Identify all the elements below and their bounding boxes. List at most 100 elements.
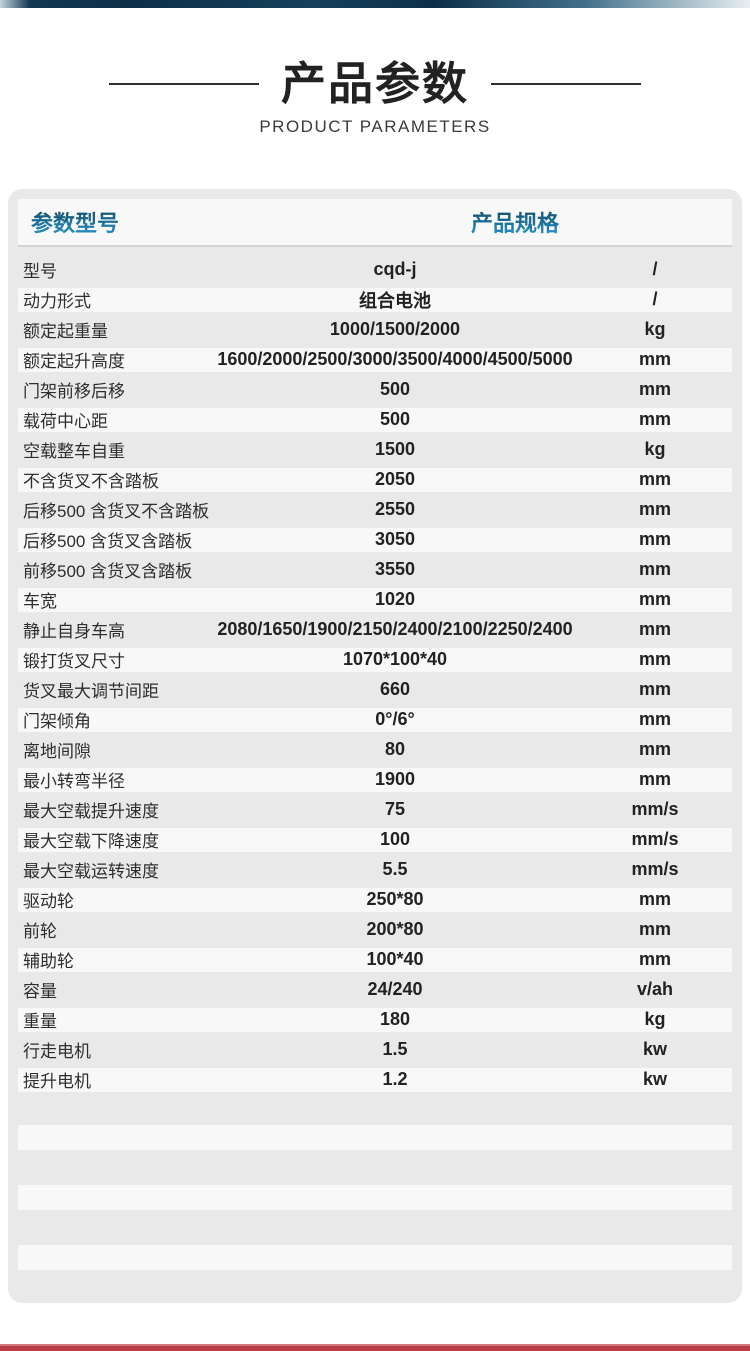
header-product-spec: 产品规格 [385,206,645,238]
parameters-table-body: 型号 cqd-j / 动力形式 组合电池 / 额定起重量 1000/1500/2000 kg 额定… [18,255,732,1095]
param-unit: mm [638,949,671,970]
param-label: 前轮 [23,922,57,942]
table-row: 额定起升高度 1600/2000/2500/3000/3500/4000/4500… [18,345,732,375]
empty-stripe [18,1244,732,1270]
param-label: 不含货叉不含踏板 [23,472,159,492]
bottom-accent-bar [0,1344,750,1351]
param-value: 1.2 [382,1069,408,1090]
param-value: 500 [379,379,411,400]
param-label: 后移500 含货叉含踏板 [23,532,193,552]
param-value: 1.5 [382,1039,408,1060]
param-label: 车宽 [23,592,57,612]
table-row: 型号 cqd-j / [18,255,732,285]
table-row: 离地间隙 80 mm [18,735,732,765]
param-label: 空载整车自重 [23,442,125,462]
title-line-right [491,82,641,85]
table-header: 参数型号 产品规格 [18,198,732,245]
param-unit: mm [638,709,671,730]
title-block: 产品参数 PRODUCT PARAMETERS [0,58,750,137]
param-unit: mm [638,919,671,940]
param-label: 前移500 含货叉含踏板 [23,562,193,582]
empty-stripe [18,1184,732,1210]
table-row: 载荷中心距 500 mm [18,405,732,435]
param-value: 1070*100*40 [342,649,448,670]
param-value: 250*80 [366,889,424,910]
param-value: 100*40 [366,949,424,970]
table-row: 容量 24/240 v/ah [18,975,732,1005]
header-parameter-model: 参数型号 [18,206,119,238]
header-divider [18,244,732,247]
param-label: 提升电机 [23,1072,91,1092]
param-unit: / [652,289,658,310]
param-label: 动力形式 [23,292,91,312]
param-value: 1900 [374,769,416,790]
param-value: 1020 [374,589,416,610]
table-row: 后移500 含货叉不含踏板 2550 mm [18,495,732,525]
title-line-left [108,82,259,85]
table-row: 不含货叉不含踏板 2050 mm [18,465,732,495]
param-unit: kw [642,1069,667,1090]
page-title: 产品参数 [280,58,469,109]
param-value: cqd-j [373,259,417,280]
param-value: 24/240 [367,979,423,1000]
param-unit: mm [638,889,671,910]
param-value: 80 [384,739,406,760]
param-label: 静止自身车高 [23,622,125,642]
param-unit: mm [638,769,671,790]
param-value: 200*80 [366,919,424,940]
param-label: 行走电机 [23,1042,91,1062]
table-row: 后移500 含货叉含踏板 3050 mm [18,525,732,555]
param-unit: mm [638,679,671,700]
param-label: 重量 [23,1012,57,1032]
param-unit: mm [638,559,671,580]
table-row: 提升电机 1.2 kw [18,1065,732,1095]
param-value: 75 [384,799,406,820]
table-row: 最小转弯半径 1900 mm [18,765,732,795]
table-row: 最大空载下降速度 100 mm/s [18,825,732,855]
table-row: 前轮 200*80 mm [18,915,732,945]
param-label: 最小转弯半径 [23,772,125,792]
param-label: 门架倾角 [23,712,91,732]
param-label: 额定起重量 [23,322,108,342]
param-unit: kg [644,439,666,460]
table-row: 最大空载提升速度 75 mm/s [18,795,732,825]
param-label: 离地间隙 [23,742,91,762]
param-value: 0°/6° [375,709,415,730]
param-label: 货叉最大调节间距 [23,682,159,702]
table-row: 额定起重量 1000/1500/2000 kg [18,315,732,345]
param-unit: kg [644,1009,666,1030]
param-value: 3550 [374,559,416,580]
table-row: 前移500 含货叉含踏板 3550 mm [18,555,732,585]
param-value: 180 [379,1009,411,1030]
param-value: 2050 [374,469,416,490]
param-unit: mm [638,409,671,430]
param-value: 500 [379,409,411,430]
param-label: 载荷中心距 [23,412,108,432]
param-label: 最大空载下降速度 [23,832,159,852]
parameters-card: 参数型号 产品规格 型号 cqd-j / 动力形式 组合电池 / 额定起重量 1000/150… [8,188,742,1303]
param-value: 2550 [374,499,416,520]
param-unit: mm [638,739,671,760]
table-row: 行走电机 1.5 kw [18,1035,732,1065]
table-row: 车宽 1020 mm [18,585,732,615]
param-value: 3050 [374,529,416,550]
param-label: 最大空载提升速度 [23,802,159,822]
table-row: 锻打货叉尺寸 1070*100*40 mm [18,645,732,675]
top-accent-bar [0,0,750,8]
param-unit: mm [638,379,671,400]
param-unit: mm/s [631,859,679,880]
param-unit: mm [638,529,671,550]
param-label: 型号 [23,262,57,282]
table-row: 货叉最大调节间距 660 mm [18,675,732,705]
param-value: 1000/1500/2000 [329,319,461,340]
table-row: 辅助轮 100*40 mm [18,945,732,975]
param-label: 驱动轮 [23,892,74,912]
table-row: 门架倾角 0°/6° mm [18,705,732,735]
param-value: 100 [379,829,411,850]
param-unit: mm/s [631,799,679,820]
param-value: 2080/1650/1900/2150/2400/2100/2250/2400 [217,619,573,640]
param-value: 组合电池 [359,290,431,311]
param-value: 1500 [374,439,416,460]
param-label: 最大空载运转速度 [23,862,159,882]
param-unit: mm [638,619,671,640]
